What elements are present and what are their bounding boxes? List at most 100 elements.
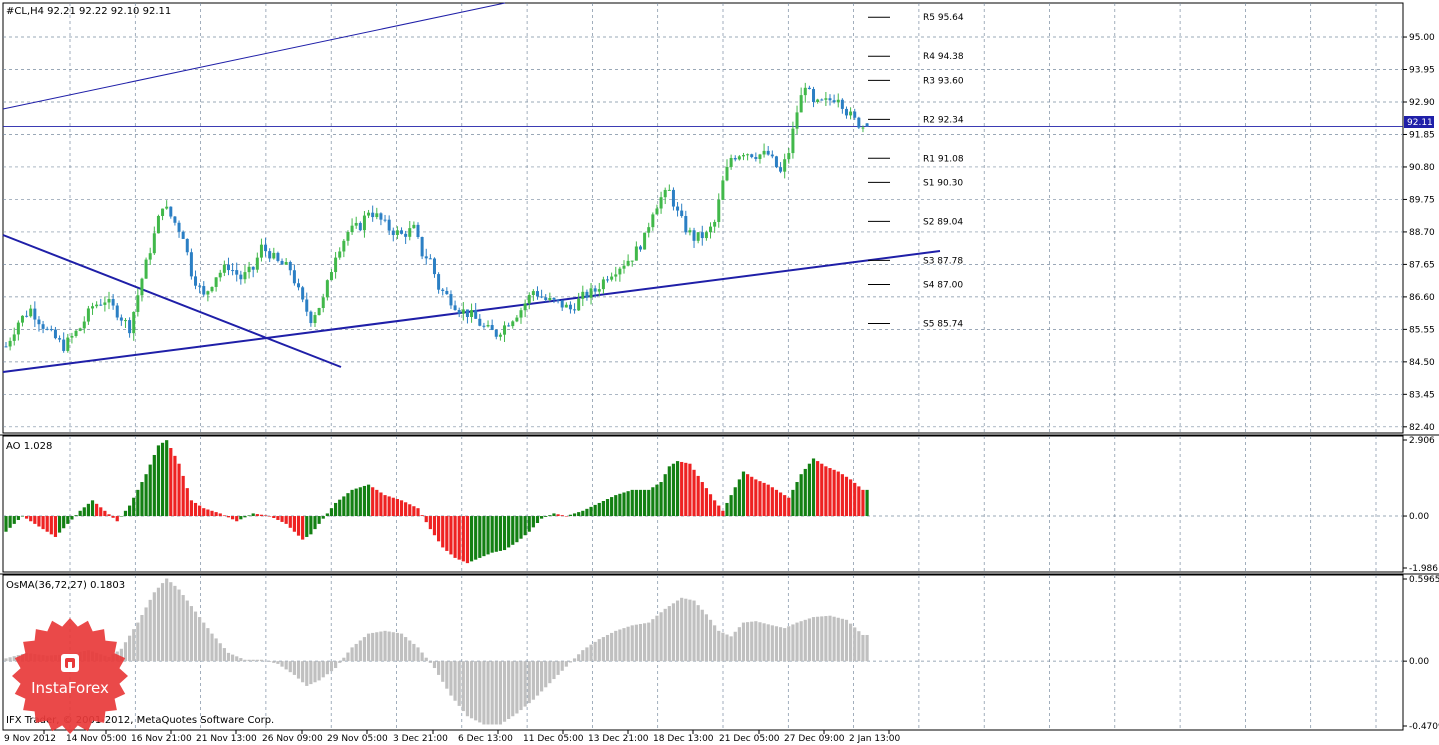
candle-body xyxy=(268,251,272,259)
candle xyxy=(45,326,49,331)
candle xyxy=(490,319,494,331)
histogram-bar xyxy=(198,505,202,517)
candle xyxy=(787,147,791,164)
candle xyxy=(288,260,292,276)
candle xyxy=(231,263,235,276)
candle-body xyxy=(667,189,671,191)
candle-body xyxy=(503,325,507,335)
candle-body xyxy=(733,158,737,160)
histogram-bar xyxy=(165,578,169,662)
candle-body xyxy=(836,99,840,103)
candle xyxy=(853,108,857,120)
histogram-bar xyxy=(548,661,552,684)
histogram-bar xyxy=(667,606,671,662)
candle xyxy=(115,303,119,321)
candle xyxy=(33,301,37,328)
candle xyxy=(614,266,618,282)
x-tick-label: 9 Nov 2012 xyxy=(4,734,56,744)
histogram-bar xyxy=(342,496,346,517)
candle-body xyxy=(795,112,799,129)
histogram-bar xyxy=(597,502,601,517)
histogram-bar xyxy=(643,489,647,517)
candle xyxy=(412,221,416,229)
histogram-bar xyxy=(799,621,803,662)
histogram-bar xyxy=(560,515,564,517)
histogram-bar xyxy=(766,484,770,517)
histogram-bar xyxy=(412,643,416,662)
candle xyxy=(535,286,539,300)
candle-body xyxy=(132,311,136,334)
histogram-bar xyxy=(404,637,408,662)
candle xyxy=(445,287,449,295)
histogram-bar xyxy=(807,618,811,662)
candle-body xyxy=(807,87,811,90)
candle xyxy=(29,304,33,318)
candle-body xyxy=(231,270,235,272)
upper-channel-line[interactable] xyxy=(2,2,506,110)
histogram-bar xyxy=(494,661,498,725)
histogram-bar xyxy=(626,626,630,662)
histogram-bar xyxy=(597,639,601,662)
candle-body xyxy=(313,315,317,324)
candle-body xyxy=(610,276,614,280)
histogram-bar xyxy=(465,661,470,717)
candle xyxy=(651,212,655,231)
candle-body xyxy=(41,324,45,329)
histogram-bar xyxy=(358,640,362,662)
candle xyxy=(202,281,206,297)
candle xyxy=(721,175,725,201)
candle-body xyxy=(519,310,523,318)
histogram-bar xyxy=(453,661,457,701)
candle-body xyxy=(362,215,366,231)
histogram-bar xyxy=(4,658,8,662)
candle-body xyxy=(432,258,436,275)
candle xyxy=(342,239,346,258)
candle-body xyxy=(37,319,41,325)
candle-body xyxy=(709,226,713,233)
candle xyxy=(161,208,165,221)
candle xyxy=(354,216,358,229)
logo-badge-icon xyxy=(12,618,128,734)
histogram-bar xyxy=(671,463,676,517)
candle xyxy=(284,258,288,265)
candle xyxy=(647,222,651,238)
histogram-bar xyxy=(284,661,288,670)
main-title: #CL,H4 92.21 92.22 92.10 92.11 xyxy=(6,6,171,17)
candle-body xyxy=(614,274,618,277)
candle-body xyxy=(91,306,95,309)
candle xyxy=(194,270,198,290)
histogram-bar xyxy=(354,643,358,662)
histogram-bar xyxy=(379,631,383,662)
descending-trendline[interactable] xyxy=(2,234,342,368)
candle xyxy=(428,254,432,260)
histogram-bar xyxy=(816,461,820,517)
histogram-bar xyxy=(457,516,461,560)
candle xyxy=(91,302,95,315)
histogram-bar xyxy=(148,599,152,662)
histogram-bar xyxy=(193,502,198,517)
x-tick-label: 26 Nov 09:00 xyxy=(262,734,323,744)
histogram-bar xyxy=(115,516,119,522)
histogram-bar xyxy=(721,510,725,517)
histogram-bar xyxy=(844,476,849,517)
histogram-bar xyxy=(708,619,713,662)
candle xyxy=(684,210,688,235)
histogram-bar xyxy=(210,633,214,662)
candle xyxy=(404,230,408,244)
candle-body xyxy=(445,290,449,295)
histogram-bar xyxy=(404,502,408,517)
candle-body xyxy=(66,337,70,351)
candle-body xyxy=(713,221,717,227)
candle-body xyxy=(540,296,544,298)
histogram-bar xyxy=(614,630,618,662)
candle-body xyxy=(358,222,362,231)
histogram-bar xyxy=(366,633,371,662)
histogram-bar xyxy=(461,516,465,562)
histogram-bar xyxy=(865,489,869,517)
candle-body xyxy=(680,210,684,217)
candle xyxy=(688,227,692,236)
candle-body xyxy=(585,291,589,298)
candle xyxy=(165,200,169,210)
histogram-bar xyxy=(840,474,844,517)
